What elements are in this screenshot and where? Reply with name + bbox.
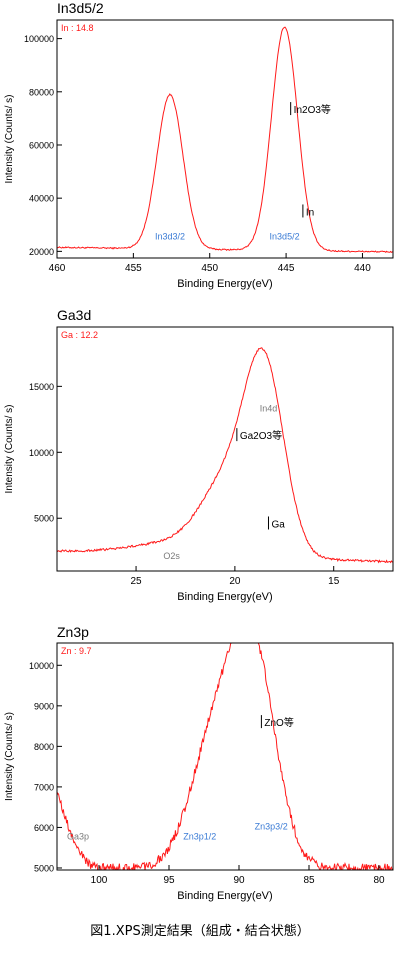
spectrum-line xyxy=(57,26,393,254)
peak-label: In3d5/2 xyxy=(270,231,300,241)
x-tick-label: 25 xyxy=(130,576,142,587)
y-tick-label: 40000 xyxy=(29,194,54,204)
y-tick-label: 15000 xyxy=(29,382,54,392)
chart-panel-1: In3d5/2 460 455 450 445 440 20000 40000 60000 800… xyxy=(4,0,394,290)
y-axis-label: Intensity (Counts/ s) xyxy=(4,95,15,184)
y-tick-label: 9000 xyxy=(34,701,54,711)
x-axis-label: Binding Energy(eV) xyxy=(177,278,272,290)
y-tick-label: 60000 xyxy=(29,140,54,150)
x-tick-label: 80 xyxy=(373,875,385,886)
minor-label: In4d xyxy=(260,403,278,413)
peak-label: In3d3/2 xyxy=(155,231,185,241)
x-axis-label: Binding Energy(eV) xyxy=(177,591,272,603)
y-tick-label: 100000 xyxy=(24,34,54,44)
composition-label: Zn : 9.7 xyxy=(61,646,92,656)
x-tick-label: 90 xyxy=(233,875,245,886)
y-tick-label: 20000 xyxy=(29,247,54,257)
plot-frame xyxy=(56,642,394,871)
y-axis-label: Intensity (Counts/ s) xyxy=(4,712,15,801)
minor-label: Ga3p xyxy=(67,832,89,842)
y-tick-label: 5000 xyxy=(34,863,54,873)
x-tick-label: 445 xyxy=(278,263,295,274)
composition-label: Ga : 12.2 xyxy=(61,330,98,340)
x-tick-label: 440 xyxy=(354,263,371,274)
x-tick-label: 85 xyxy=(303,875,315,886)
annotation-label: In xyxy=(306,207,314,218)
x-tick-label: 20 xyxy=(229,576,241,587)
x-tick-label: 100 xyxy=(91,875,108,886)
y-tick-label: 8000 xyxy=(34,742,54,752)
figure-caption: 図1.XPS測定結果（組成・結合状態） xyxy=(90,924,310,939)
x-tick-label: 15 xyxy=(328,576,340,587)
composition-label: In : 14.8 xyxy=(61,23,94,33)
y-tick-label: 7000 xyxy=(34,782,54,792)
chart-title: Ga3d xyxy=(57,307,91,323)
x-tick-label: 455 xyxy=(125,263,142,274)
x-tick-label: 460 xyxy=(49,263,66,274)
y-tick-label: 10000 xyxy=(29,661,54,671)
x-axis-label: Binding Energy(eV) xyxy=(177,890,272,902)
spectrum-line xyxy=(57,347,393,564)
annotation-label: Ga xyxy=(271,519,285,530)
peak-label: Zn3p1/2 xyxy=(183,832,216,842)
y-tick-label: 80000 xyxy=(29,87,54,97)
y-tick-label: 10000 xyxy=(29,448,54,458)
peak-label: Zn3p3/2 xyxy=(255,821,288,831)
annotation-label: Ga2O3等 xyxy=(240,429,282,442)
annotation-label: In2O3等 xyxy=(294,103,331,116)
minor-label: O2s xyxy=(163,551,180,561)
chart-title: Zn3p xyxy=(57,624,89,640)
plot-frame xyxy=(56,326,394,572)
plot-frame xyxy=(56,19,394,259)
chart-panel-3: Zn3p 100 95 90 85 80 5000 6000 7000 8000 9000 10000… xyxy=(4,624,394,902)
x-tick-label: 95 xyxy=(163,875,175,886)
x-tick-label: 450 xyxy=(201,263,218,274)
y-axis-label: Intensity (Counts/ s) xyxy=(4,405,15,494)
spectrum-line xyxy=(57,643,393,870)
annotation-label: ZnO等 xyxy=(264,716,293,729)
chart-title: In3d5/2 xyxy=(57,0,104,16)
y-tick-label: 6000 xyxy=(34,823,54,833)
y-tick-label: 5000 xyxy=(34,514,54,524)
chart-panel-2: Ga3d 25 20 15 5000 10000 15000 Binding Energy(e… xyxy=(4,307,394,603)
